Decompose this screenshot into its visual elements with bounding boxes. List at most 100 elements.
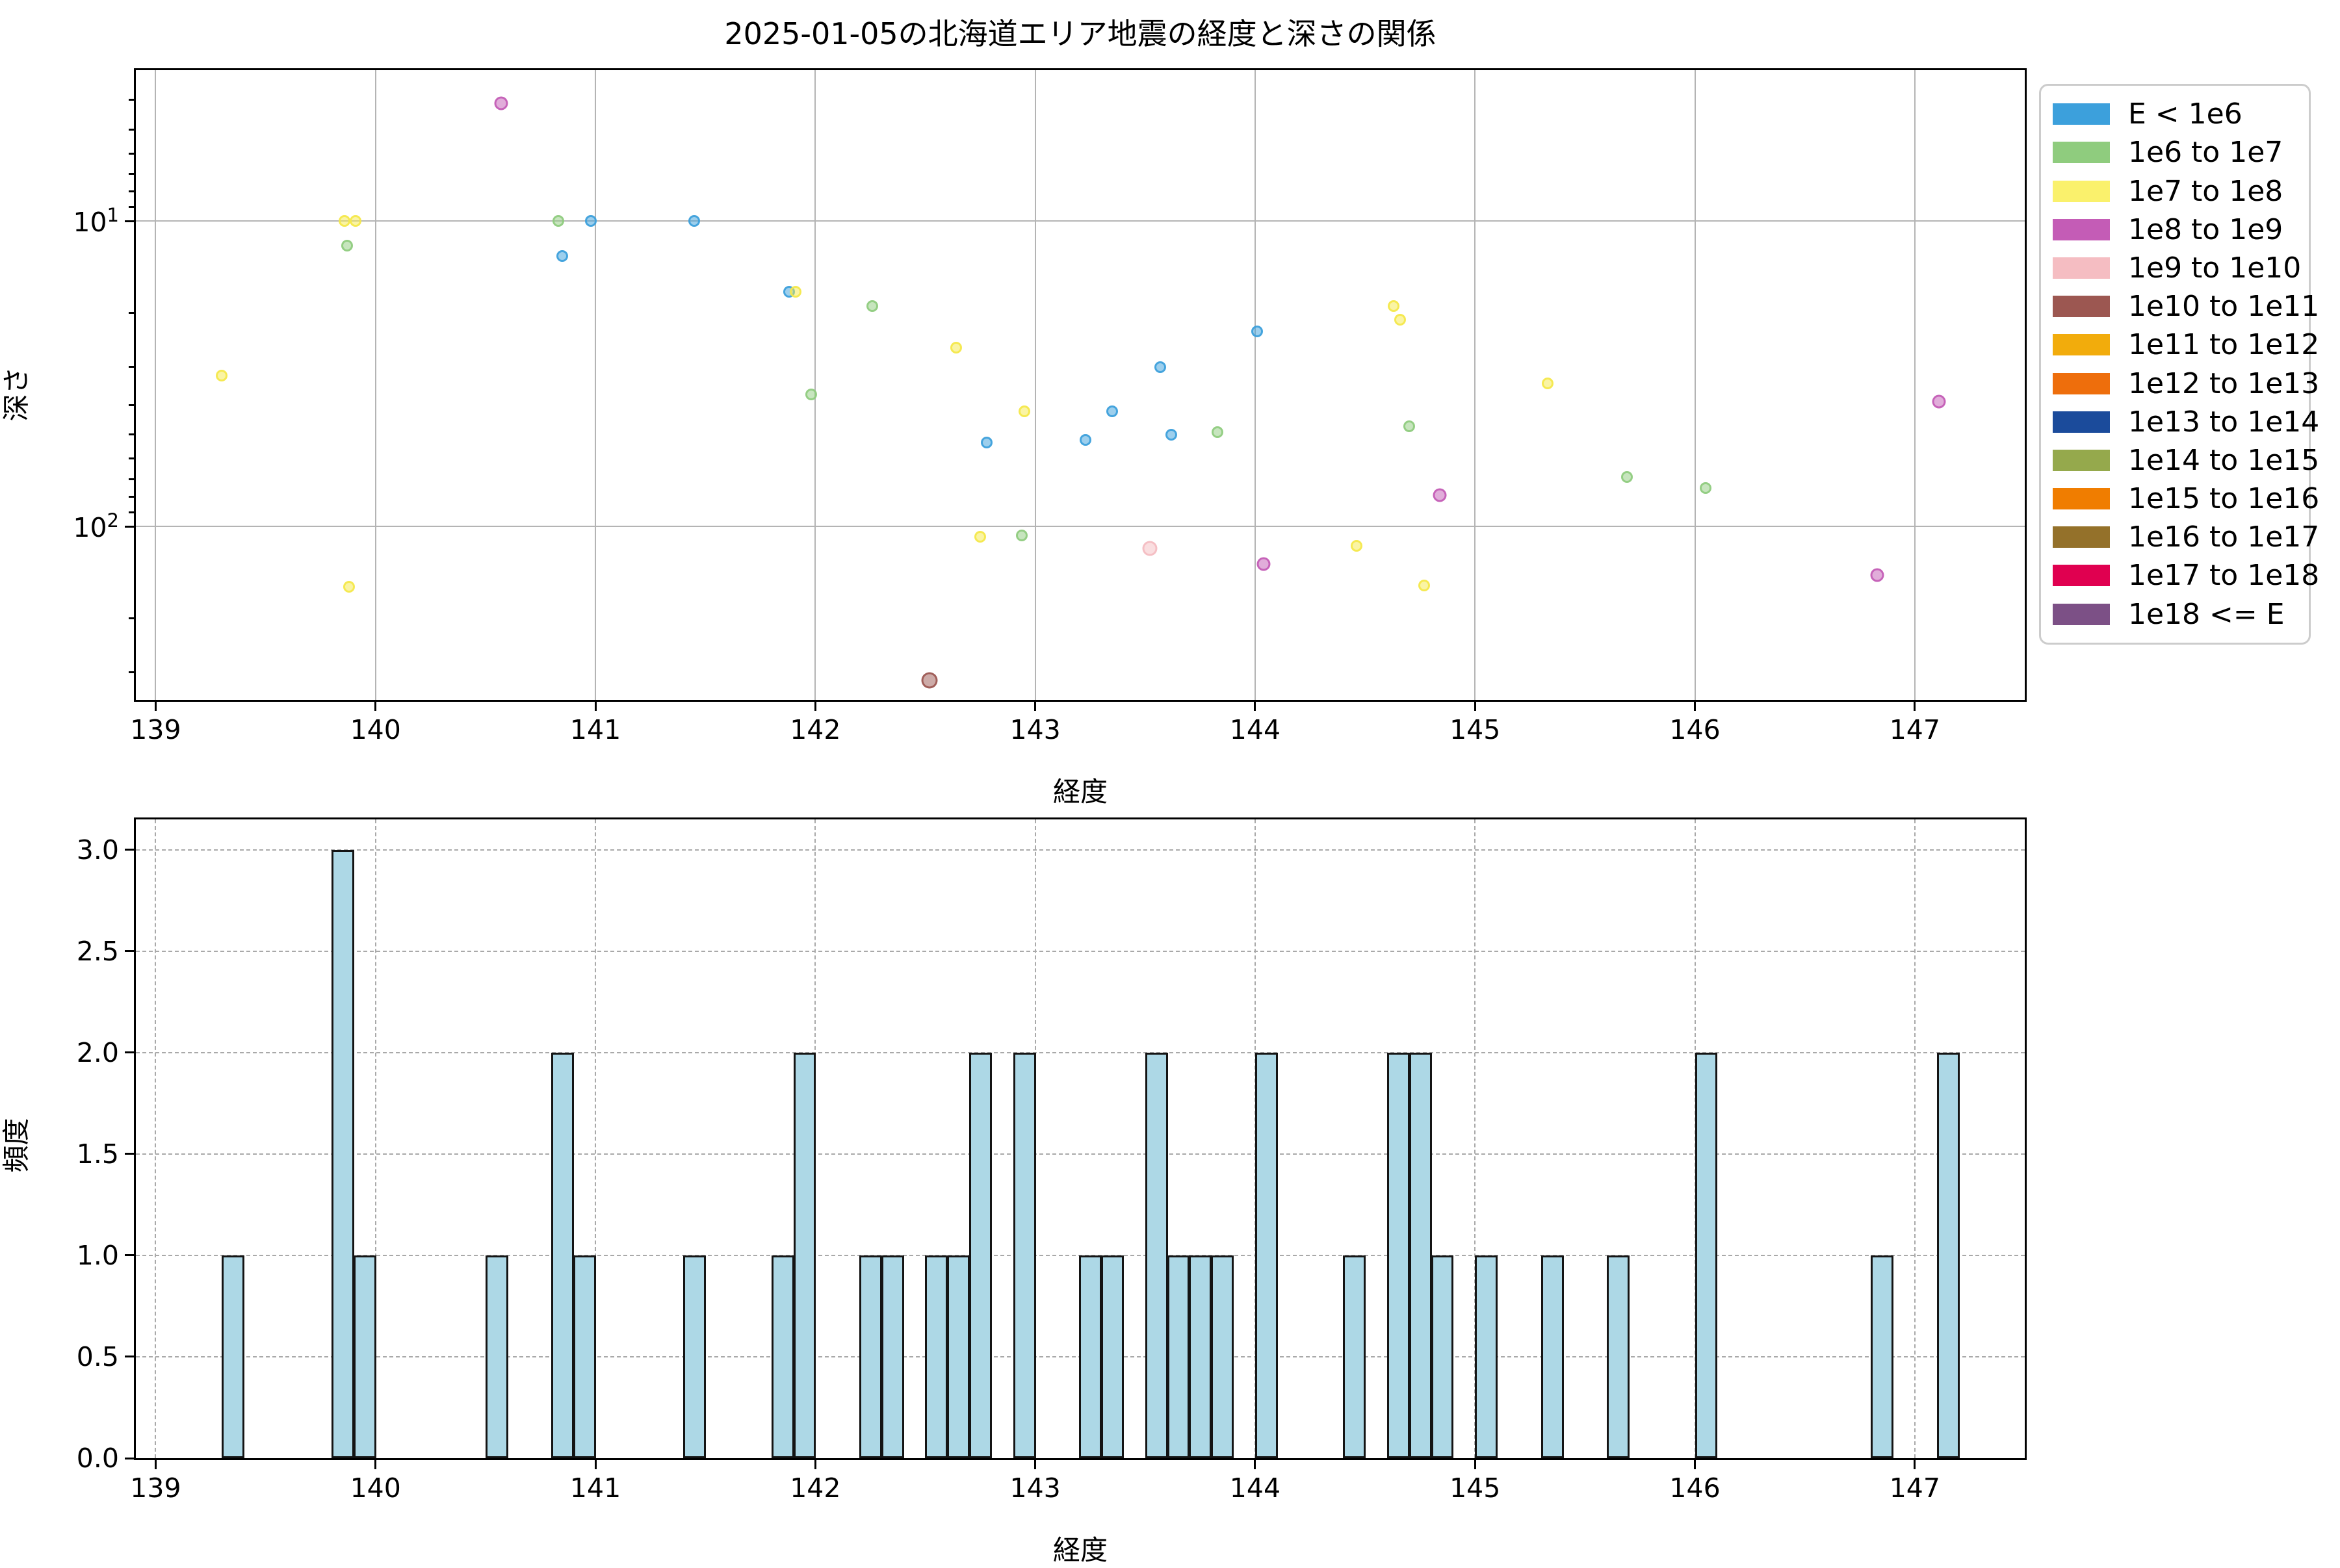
x-axis-tick-label: 144 — [1229, 1472, 1281, 1504]
scatter-point — [1212, 426, 1224, 438]
scatter-point — [339, 215, 351, 227]
hist-bar — [947, 1255, 970, 1458]
y-axis-tick-label: 2.0 — [76, 1036, 119, 1068]
scatter-point — [866, 300, 879, 313]
chart-title: 2025-01-05の北海道エリア地震の経度と深さの関係 — [724, 16, 1436, 51]
scatter-point — [789, 285, 801, 298]
hist-bar — [1871, 1255, 1894, 1458]
gridline — [155, 70, 157, 700]
y-axis-minor-tick — [129, 617, 134, 619]
hist-bar — [1145, 1052, 1168, 1458]
legend-color-patch — [2053, 449, 2110, 471]
gridline — [136, 526, 2025, 528]
x-axis-tick-label: 140 — [350, 1472, 401, 1504]
x-axis-tick — [154, 1460, 157, 1469]
legend-color-patch — [2053, 565, 2110, 587]
y-axis-tick — [125, 1254, 134, 1257]
legend-item: 1e16 to 1e17 — [2053, 521, 2319, 554]
hist-bar — [1695, 1052, 1718, 1458]
legend-item: 1e18 <= E — [2053, 598, 2309, 631]
x-axis-tick-label: 139 — [130, 714, 181, 745]
legend-color-patch — [2053, 411, 2110, 433]
scatter-point — [974, 530, 987, 543]
hist-bar — [573, 1255, 597, 1458]
y-axis-minor-tick — [129, 511, 134, 514]
gridline — [136, 950, 2025, 952]
legend-color-patch — [2053, 180, 2110, 202]
legend-item-label: 1e10 to 1e11 — [2128, 290, 2320, 324]
hist-bar — [1540, 1255, 1564, 1458]
y-axis-minor-tick — [129, 152, 134, 155]
legend-color-patch — [2053, 257, 2110, 279]
x-axis-tick-label: 143 — [1009, 1472, 1061, 1504]
scatter-point — [585, 215, 597, 227]
y-axis-tick-label: 101 — [73, 204, 119, 238]
gridline — [1914, 70, 1916, 700]
hist-bar — [1343, 1255, 1366, 1458]
scatter-point — [341, 239, 353, 251]
legend-item: 1e7 to 1e8 — [2053, 175, 2309, 208]
x-axis-tick-label: 141 — [569, 1472, 621, 1504]
legend-item-label: 1e11 to 1e12 — [2128, 328, 2320, 362]
scatter-point — [1620, 471, 1633, 483]
y-axis-tick — [125, 220, 134, 222]
x-axis-tick — [594, 702, 597, 711]
gridline — [374, 70, 376, 700]
scatter-point — [1016, 529, 1028, 541]
hist-bar — [485, 1255, 508, 1458]
scatter-point — [981, 436, 993, 448]
y-axis-tick — [125, 1153, 134, 1155]
scatter-point — [1433, 488, 1447, 502]
x-axis-tick — [1034, 702, 1037, 711]
legend-color-patch — [2053, 488, 2110, 510]
legend-item: E < 1e6 — [2053, 97, 2309, 131]
y-axis-minor-tick — [129, 366, 134, 368]
x-axis-tick — [1254, 702, 1256, 711]
scatter-point — [1350, 540, 1362, 552]
y-axis-tick — [125, 525, 134, 528]
y-axis-minor-tick — [129, 312, 134, 315]
legend-item-label: 1e6 to 1e7 — [2128, 136, 2283, 170]
legend-color-patch — [2053, 296, 2110, 318]
x-axis-tick-label: 147 — [1889, 1472, 1940, 1504]
scatter-point — [1388, 300, 1400, 313]
legend-item-label: 1e13 to 1e14 — [2128, 405, 2320, 439]
y-axis-tick-label: 1.5 — [76, 1138, 119, 1170]
scatter-point — [556, 250, 569, 262]
legend-color-patch — [2053, 372, 2110, 394]
gridline — [595, 70, 597, 700]
hist-bar — [332, 849, 354, 1458]
x-axis-tick — [1474, 702, 1476, 711]
legend-item: 1e8 to 1e9 — [2053, 213, 2309, 246]
scatter-xlabel: 経度 — [1052, 776, 1108, 808]
legend: E < 1e6 1e6 to 1e7 1e7 to 1e8 1e8 to 1e9 1e9… — [2039, 84, 2319, 645]
hist-bar — [1079, 1255, 1102, 1458]
gridline — [1914, 819, 1916, 1458]
x-axis-tick-label: 144 — [1229, 714, 1281, 745]
x-axis-tick-label: 146 — [1669, 1472, 1721, 1504]
scatter-point — [805, 389, 817, 401]
hist-bar — [1167, 1255, 1190, 1458]
gridline — [136, 220, 2025, 222]
x-axis-tick — [374, 702, 377, 711]
hist-bar — [969, 1052, 992, 1458]
histogram-ylabel: 頻度 — [0, 1118, 32, 1173]
y-axis-tick — [125, 1051, 134, 1054]
y-axis-tick-label: 102 — [73, 509, 119, 543]
legend-item: 1e9 to 1e10 — [2053, 251, 2309, 285]
y-axis-minor-tick — [129, 404, 134, 406]
legend-item-label: 1e9 to 1e10 — [2128, 251, 2302, 285]
legend-item: 1e12 to 1e13 — [2053, 367, 2319, 400]
legend-item: 1e6 to 1e7 — [2053, 136, 2309, 169]
gridline — [155, 819, 157, 1458]
x-axis-tick — [594, 1460, 597, 1469]
y-axis-minor-tick — [129, 99, 134, 101]
hist-bar — [353, 1255, 376, 1458]
scatter-point — [494, 96, 508, 110]
x-axis-tick-label: 142 — [790, 1472, 841, 1504]
x-axis-tick — [1474, 1460, 1476, 1469]
y-axis-tick — [125, 1457, 134, 1459]
hist-bar — [683, 1255, 707, 1458]
hist-bar — [771, 1255, 794, 1458]
